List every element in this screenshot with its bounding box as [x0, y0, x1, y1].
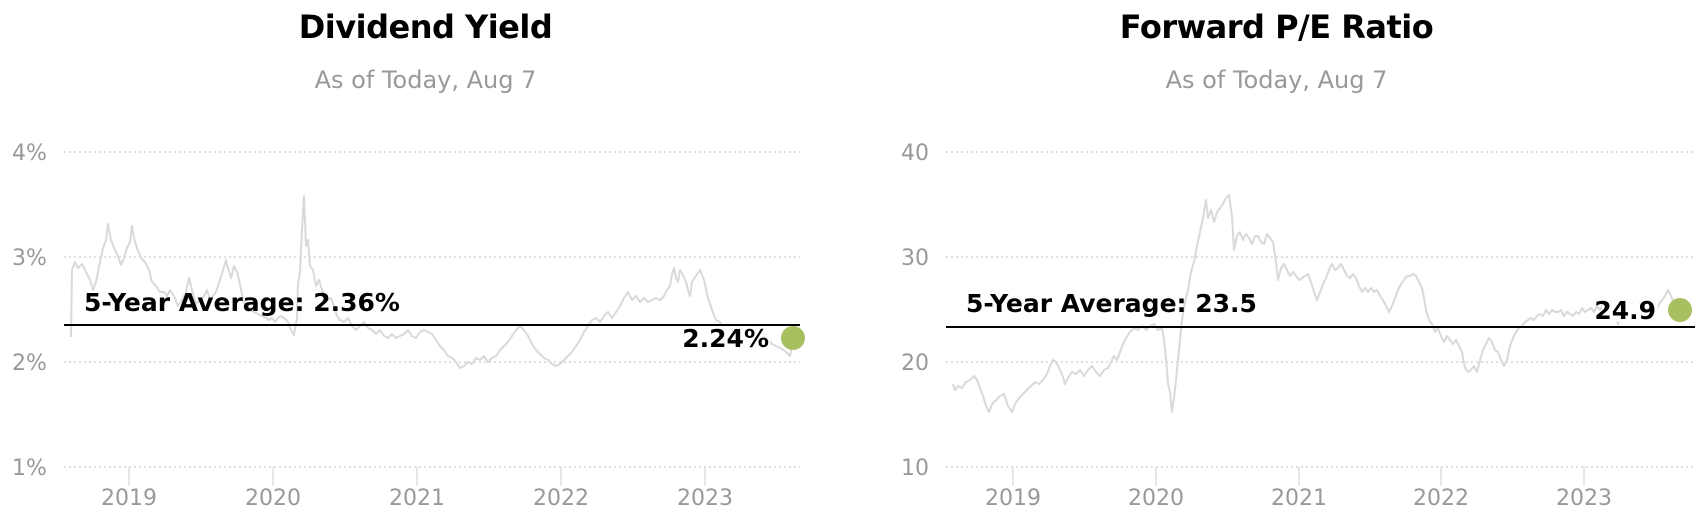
dividend-yield-line — [70, 195, 794, 369]
current-value-label: 2.24% — [682, 324, 769, 353]
x-tick-label: 2023 — [1556, 486, 1612, 511]
x-tick-label: 2022 — [1413, 486, 1469, 511]
x-tick-label: 2021 — [1271, 486, 1327, 511]
y-tick-label: 3% — [12, 246, 47, 271]
current-label-bg — [690, 326, 770, 352]
dividend-yield-chart: Dividend Yield As of Today, Aug 7 4% 3% … — [12, 8, 805, 511]
x-tick-label: 2020 — [245, 486, 301, 511]
five-year-average-label: 5-Year Average: 23.5 — [966, 289, 1257, 318]
x-tick-label: 2023 — [677, 486, 733, 511]
y-tick-label: 30 — [901, 246, 929, 271]
chart-title: Dividend Yield — [298, 8, 553, 46]
current-value-label: 24.9 — [1594, 296, 1656, 325]
y-tick-label: 10 — [901, 456, 929, 481]
chart-subtitle: As of Today, Aug 7 — [1165, 66, 1388, 94]
x-tick-label: 2019 — [101, 486, 157, 511]
chart-title: Forward P/E Ratio — [1119, 8, 1434, 46]
x-tick-label: 2020 — [1128, 486, 1184, 511]
y-tick-label: 2% — [12, 351, 47, 376]
x-tick-label: 2019 — [985, 486, 1041, 511]
five-year-average-label: 5-Year Average: 2.36% — [84, 288, 400, 317]
current-label-bg — [1602, 296, 1658, 322]
y-tick-label: 40 — [901, 141, 929, 166]
x-tick-marks — [128, 467, 706, 486]
chart-subtitle: As of Today, Aug 7 — [314, 66, 537, 94]
x-tick-label: 2022 — [533, 486, 589, 511]
y-tick-label: 1% — [12, 456, 47, 481]
current-value-dot — [1668, 298, 1692, 322]
current-value-dot — [781, 326, 805, 350]
y-tick-label: 20 — [901, 351, 929, 376]
x-tick-marks — [1012, 467, 1585, 486]
plot-area: 4% 3% 2% 1% 2019 2020 2021 2022 2023 5-Y… — [12, 141, 805, 511]
forward-pe-line — [952, 194, 1681, 413]
x-tick-label: 2021 — [389, 486, 445, 511]
plot-area: 40 30 20 10 2019 2020 2021 2022 2023 5-Y… — [901, 141, 1695, 511]
forward-pe-chart: Forward P/E Ratio As of Today, Aug 7 40 … — [851, 0, 1702, 522]
y-tick-label: 4% — [12, 141, 47, 166]
